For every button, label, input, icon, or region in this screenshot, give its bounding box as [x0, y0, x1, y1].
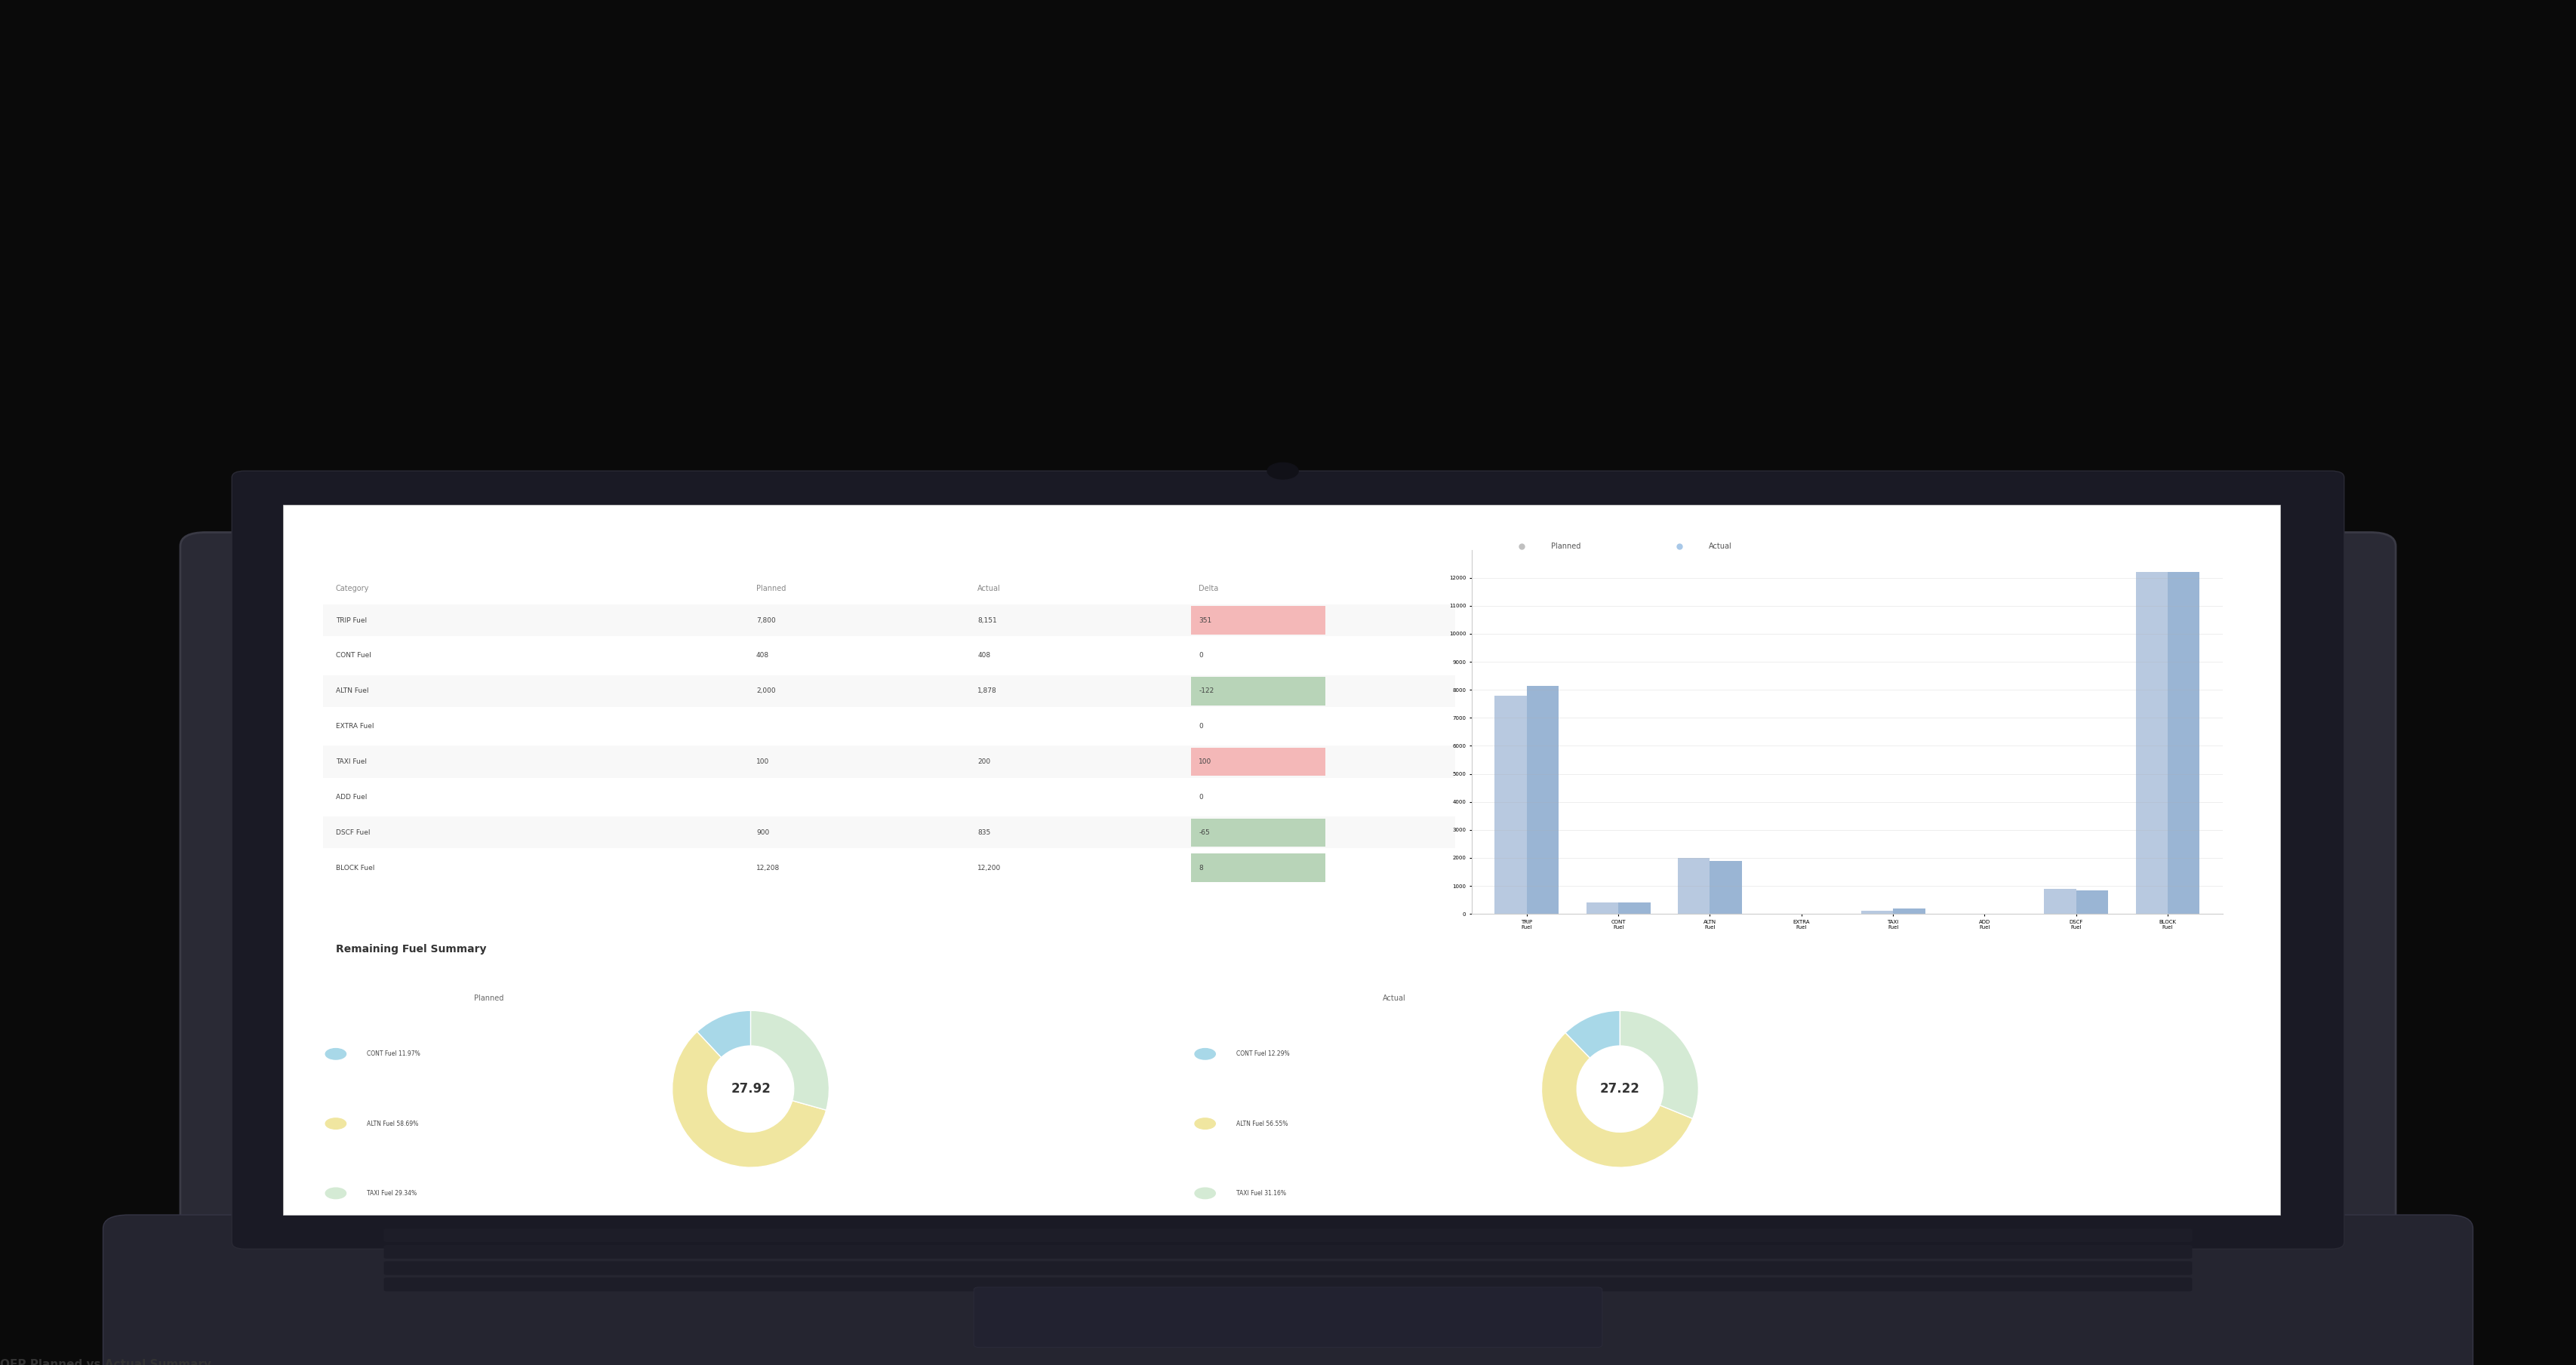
Circle shape [1195, 1118, 1216, 1129]
FancyBboxPatch shape [1190, 606, 1324, 635]
Circle shape [1195, 1188, 1216, 1198]
Bar [1494, 695, 1528, 915]
FancyBboxPatch shape [1190, 853, 1324, 882]
Text: 0: 0 [1198, 794, 1203, 800]
FancyBboxPatch shape [384, 1261, 2192, 1275]
FancyBboxPatch shape [283, 505, 2280, 1215]
Text: 100: 100 [1198, 759, 1211, 766]
Bar [1677, 859, 1710, 915]
Text: 100: 100 [757, 759, 770, 766]
Bar [1528, 685, 1558, 915]
Text: -65: -65 [1198, 829, 1211, 835]
Bar [1860, 910, 1893, 915]
Circle shape [1267, 463, 1298, 479]
Text: 408: 408 [757, 652, 770, 659]
Text: 27.22: 27.22 [1600, 1082, 1641, 1096]
Circle shape [1195, 1048, 1216, 1059]
FancyBboxPatch shape [322, 816, 1455, 849]
Text: Planned: Planned [757, 584, 786, 592]
Bar [1710, 861, 1741, 915]
Bar [1618, 902, 1651, 915]
Text: TAXI Fuel 29.34%: TAXI Fuel 29.34% [366, 1190, 417, 1197]
Circle shape [325, 1118, 345, 1129]
FancyBboxPatch shape [322, 676, 1455, 707]
Text: CONT Fuel: CONT Fuel [335, 652, 371, 659]
Bar [1893, 908, 1924, 915]
Circle shape [325, 1048, 345, 1059]
Text: 351: 351 [1198, 617, 1211, 624]
Text: 200: 200 [976, 759, 989, 766]
Text: 2,000: 2,000 [757, 688, 775, 695]
Text: ALTN Fuel 56.55%: ALTN Fuel 56.55% [1236, 1121, 1288, 1127]
Wedge shape [1566, 1010, 1620, 1058]
Bar [2136, 572, 2166, 915]
Text: DSCF Fuel: DSCF Fuel [335, 829, 371, 835]
Text: ADD Fuel: ADD Fuel [335, 794, 366, 800]
Bar [2076, 890, 2107, 915]
Text: 900: 900 [757, 829, 770, 835]
Text: 408: 408 [976, 652, 989, 659]
FancyBboxPatch shape [103, 1215, 2473, 1365]
Text: Actual: Actual [976, 584, 999, 592]
FancyBboxPatch shape [1190, 677, 1324, 706]
Text: Delta: Delta [1198, 584, 1218, 592]
Wedge shape [750, 1010, 829, 1110]
Text: CONT Fuel 12.29%: CONT Fuel 12.29% [1236, 1051, 1291, 1058]
Text: ALTN Fuel 58.69%: ALTN Fuel 58.69% [366, 1121, 417, 1127]
Text: TAXI Fuel 31.16%: TAXI Fuel 31.16% [1236, 1190, 1285, 1197]
Text: 1,878: 1,878 [976, 688, 997, 695]
Bar [1587, 902, 1618, 915]
FancyBboxPatch shape [1190, 748, 1324, 775]
Wedge shape [698, 1010, 750, 1058]
Text: 7,800: 7,800 [757, 617, 775, 624]
FancyBboxPatch shape [1190, 819, 1324, 846]
Text: Planned: Planned [474, 994, 505, 1002]
Text: -122: -122 [1198, 688, 1213, 695]
FancyBboxPatch shape [974, 1287, 1602, 1347]
Bar [2045, 889, 2076, 915]
Text: CONT Fuel 11.97%: CONT Fuel 11.97% [366, 1051, 420, 1058]
Wedge shape [1620, 1010, 1698, 1118]
Text: BLOCK Fuel: BLOCK Fuel [335, 864, 374, 871]
FancyBboxPatch shape [232, 471, 2344, 1249]
Text: 8: 8 [1198, 864, 1203, 871]
FancyBboxPatch shape [322, 745, 1455, 778]
FancyBboxPatch shape [384, 1278, 2192, 1291]
Text: 8,151: 8,151 [976, 617, 997, 624]
Text: 12,200: 12,200 [976, 864, 1002, 871]
Text: 0: 0 [1198, 723, 1203, 730]
FancyBboxPatch shape [384, 1245, 2192, 1259]
FancyBboxPatch shape [180, 532, 2396, 1365]
Text: TRIP Fuel: TRIP Fuel [335, 617, 366, 624]
Text: 0: 0 [1198, 652, 1203, 659]
Wedge shape [672, 1032, 827, 1167]
Text: Actual: Actual [1383, 994, 1406, 1002]
Text: 835: 835 [976, 829, 992, 835]
Text: TAXI Fuel: TAXI Fuel [335, 759, 366, 766]
Text: ALTN Fuel: ALTN Fuel [335, 688, 368, 695]
Circle shape [325, 1188, 345, 1198]
Wedge shape [1540, 1033, 1692, 1167]
Bar [2166, 572, 2200, 915]
Text: Planned: Planned [1551, 542, 1582, 550]
FancyBboxPatch shape [322, 605, 1455, 636]
Text: Category: Category [335, 584, 368, 592]
Text: Actual: Actual [1708, 542, 1731, 550]
Text: 12,208: 12,208 [757, 864, 781, 871]
Text: EXTRA Fuel: EXTRA Fuel [335, 723, 374, 730]
FancyBboxPatch shape [384, 1229, 2192, 1242]
Text: 27.92: 27.92 [732, 1082, 770, 1096]
Text: Remaining Fuel Summary: Remaining Fuel Summary [335, 943, 487, 954]
Text: OFP Planned vs Actual Summary: OFP Planned vs Actual Summary [0, 1360, 211, 1365]
